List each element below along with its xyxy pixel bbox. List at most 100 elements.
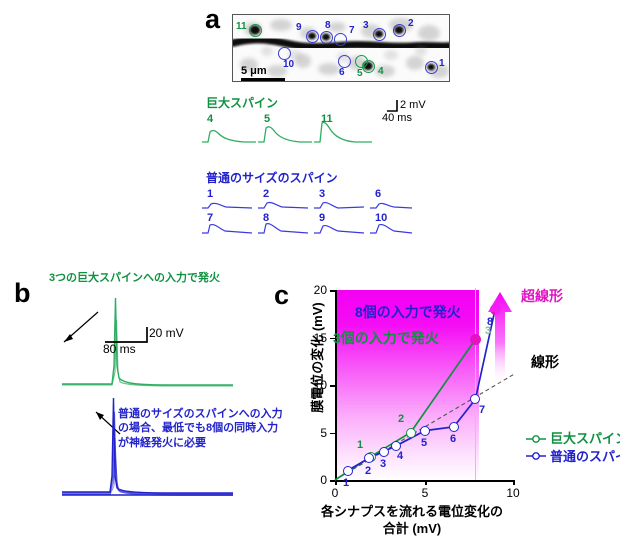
y-tick-0 [330, 480, 335, 482]
annotation-supralinear: 超線形 [521, 288, 563, 304]
normal-spine-group-title: 普通のサイズのスパイン [206, 171, 338, 185]
trace-scale-voltage: 2 mV [400, 99, 426, 111]
scale-bar-line [241, 78, 285, 81]
spine-marker-1 [425, 61, 438, 74]
normal-point-6 [448, 421, 459, 432]
spine-marker-11 [249, 24, 262, 37]
giant-trace-label-11: 11 [321, 113, 333, 125]
spine-label-8: 8 [325, 20, 331, 31]
spine-label-11: 11 [236, 21, 247, 32]
panel-b-giant-trace [62, 297, 233, 387]
giant-point-label-3: 3 [485, 325, 492, 337]
giant-spine-group-title: 巨大スパイン [206, 96, 279, 110]
annotation-three-inputs: 3個の入力で発火 [333, 330, 439, 346]
x-axis-title: 各シナプスを流れる電位変化の合計 (mV) [320, 504, 503, 536]
spine-marker-9 [306, 30, 319, 43]
panel-b-normal-caption: 普通のサイズのスパインへの入力の場合、最低でも8個の同時入力が神経発火に必要 [118, 408, 283, 449]
spine-label-9: 9 [296, 22, 302, 33]
spine-label-1: 1 [439, 58, 445, 69]
dendrite-micrograph: 11 9 8 7 3 2 10 6 5 4 1 5 μm [232, 14, 450, 82]
y-tick-label-0: 0 [320, 473, 327, 487]
spine-label-3: 3 [363, 20, 369, 31]
giant-firing-point-3 [470, 334, 482, 346]
x-tick-10 [513, 480, 515, 485]
y-tick-10 [330, 385, 335, 387]
normal-trace-label-9: 9 [319, 212, 326, 224]
legend-label-normal: 普通のスパイン [550, 448, 620, 464]
normal-point-label-1: 1 [343, 477, 350, 489]
normal-point-label-7: 7 [479, 404, 486, 416]
y-tick-label-15: 15 [313, 330, 327, 345]
annotation-eight-inputs: 8個の入力で発火 [355, 304, 461, 320]
threshold-vertical-line [475, 288, 477, 480]
panel-b-scale-voltage: 20 mV [149, 326, 184, 340]
y-tick-label-10: 10 [313, 378, 327, 392]
panel-a-letter: a [205, 4, 221, 34]
normal-point-7 [470, 394, 481, 405]
normal-point-label-6: 6 [450, 433, 457, 445]
annotation-linear: 線形 [531, 354, 559, 370]
spine-label-10: 10 [283, 59, 295, 70]
legend-label-giant: 巨大スパイン [550, 431, 620, 446]
legend-marker-normal [526, 452, 546, 461]
spine-marker-6 [338, 55, 351, 68]
y-tick-5 [330, 432, 335, 435]
normal-trace-label-3: 3 [319, 188, 326, 200]
giant-point-label-2: 2 [398, 413, 405, 425]
normal-point-1 [342, 465, 353, 476]
spine-label-6: 6 [339, 67, 345, 78]
x-tick-label-5: 5 [421, 486, 429, 500]
legend-marker-giant [526, 434, 546, 443]
normal-point-label-2: 2 [365, 465, 372, 477]
chart-plot-area: 0 5 10 15 20 0 5 10 膜電位の変化 (mV) 各シナプスを流れ… [310, 284, 620, 536]
giant-point-label-1: 1 [357, 439, 364, 451]
spine-marker-2 [393, 24, 406, 37]
x-tick-label-0: 0 [331, 486, 339, 500]
panel-b-arrow-blue [95, 411, 121, 435]
legend-item-giant: 巨大スパイン [525, 430, 620, 448]
normal-point-4 [391, 440, 402, 451]
panel-c-letter: c [274, 280, 290, 310]
y-tick-label-20: 20 [313, 283, 327, 297]
x-tick-label-10: 10 [506, 486, 520, 500]
normal-point-3 [378, 446, 389, 457]
normal-trace-label-1: 1 [207, 188, 214, 200]
panel-b-scale-glyph [105, 327, 148, 343]
y-axis-title: 膜電位の変化 (mV) [309, 302, 325, 413]
panel-b: b 3つの巨大スパインへの入力で発火 20 mV 80 ms 普通のサイズのスパ… [0, 262, 290, 546]
spine-marker-10 [278, 47, 291, 60]
normal-trace-label-8: 8 [263, 212, 270, 224]
normal-point-label-5: 5 [421, 437, 428, 449]
y-tick-15 [330, 337, 335, 340]
panel-b-giant-caption: 3つの巨大スパインへの入力で発火 [48, 272, 221, 284]
normal-point-label-3: 3 [380, 458, 387, 470]
giant-trace-label-4: 4 [207, 113, 214, 125]
trace-scale-glyph-a [387, 100, 398, 112]
supralinear-arrow-icon [488, 292, 512, 384]
chart-legend: 巨大スパイン 普通のスパイン [525, 430, 620, 465]
normal-trace-label-2: 2 [263, 188, 270, 200]
giant-spine-line [334, 338, 477, 481]
panel-a: a [0, 0, 620, 262]
normal-trace-label-7: 7 [207, 212, 214, 224]
scale-bar-micrograph: 5 μm [241, 65, 285, 81]
normal-trace-label-10: 10 [375, 212, 388, 224]
normal-point-2 [364, 453, 375, 464]
normal-spine-traces-row1 [202, 201, 413, 209]
supralinear-gradient-region [335, 290, 479, 480]
scale-bar-label: 5 μm [241, 65, 267, 77]
spine-label-5: 5 [357, 68, 363, 79]
giant-trace-label-5: 5 [264, 113, 271, 125]
spine-label-4: 4 [378, 66, 384, 77]
spine-marker-8 [320, 31, 333, 44]
giant-spine-traces [202, 121, 372, 143]
giant-point-2 [405, 427, 416, 438]
normal-point-5 [420, 425, 430, 436]
panel-c: c [268, 262, 620, 546]
spine-label-7: 7 [349, 25, 355, 36]
panel-b-normal-trace [62, 397, 233, 496]
x-tick-5 [425, 480, 427, 485]
spine-label-2: 2 [408, 18, 414, 29]
panel-b-scale-time: 80 ms [103, 342, 136, 356]
normal-spine-traces-row2 [202, 223, 413, 234]
